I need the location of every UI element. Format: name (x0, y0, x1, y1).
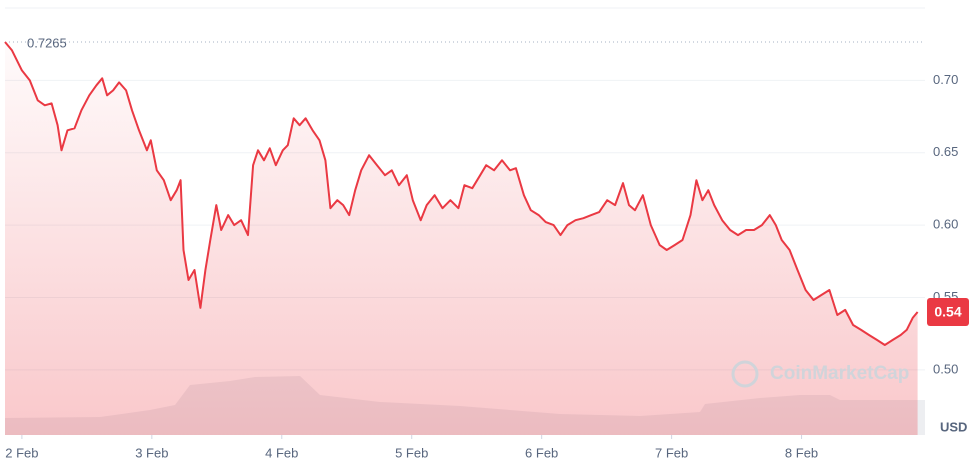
watermark-logo (731, 360, 759, 388)
x-tick-label: 3 Feb (135, 445, 168, 460)
y-tick-label: 0.60 (933, 217, 958, 232)
watermark: CoinMarketCap (770, 363, 909, 384)
reference-label: 0.7265 (27, 35, 67, 50)
x-tick-label: 8 Feb (785, 445, 818, 460)
y-tick-label: 0.70 (933, 72, 958, 87)
y-tick-label: 0.50 (933, 361, 958, 376)
x-tick-label: 2 Feb (5, 445, 38, 460)
x-tick-label: 7 Feb (655, 445, 688, 460)
y-tick-label: 0.65 (933, 144, 958, 159)
last-price-label: 0.54 (934, 304, 961, 320)
last-price-badge (927, 297, 969, 326)
currency-label: USD (940, 419, 967, 434)
x-tick-label: 6 Feb (525, 445, 558, 460)
x-tick-label: 4 Feb (265, 445, 298, 460)
price-area (5, 42, 918, 435)
price-line (4, 41, 919, 346)
x-tick-label: 5 Feb (395, 445, 428, 460)
